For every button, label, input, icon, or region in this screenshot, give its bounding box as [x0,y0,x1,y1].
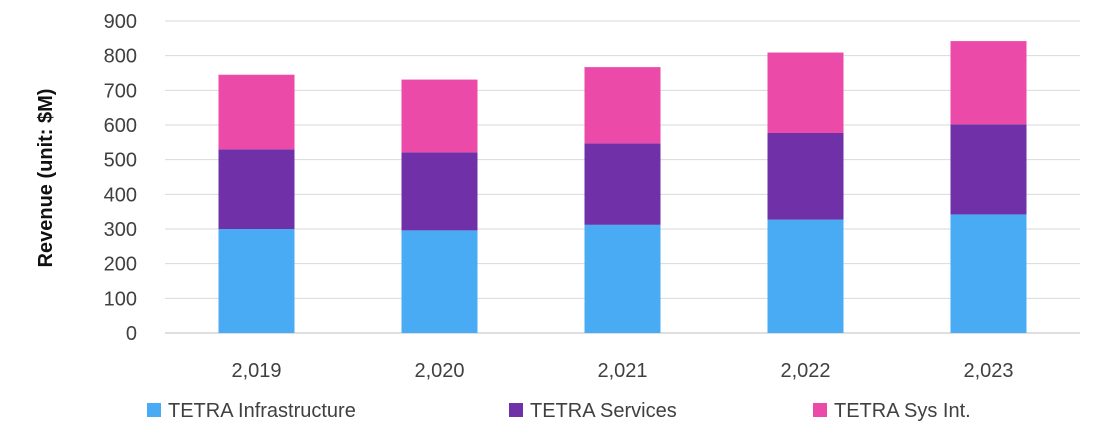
legend-swatch [509,403,523,417]
y-tick-label: 900 [104,11,137,33]
y-tick-label: 100 [104,288,137,310]
y-tick-label: 0 [126,323,137,345]
bar-segment [950,214,1027,333]
bar-segment [767,132,844,220]
bar-segment [401,79,478,153]
bar-segment [218,229,295,333]
legend-item: TETRA Services [509,400,677,422]
bar-segment [584,224,661,333]
bar-segment [218,149,295,229]
bar-segment [401,152,478,231]
bar-segment [584,67,661,144]
bar-segment [767,52,844,133]
bar-segment [218,74,295,150]
legend-item: TETRA Infrastructure [147,400,356,422]
legend-swatch [147,403,161,417]
x-tick-label: 2,020 [414,360,464,382]
y-axis-label: Revenue (unit: $M) [35,89,57,268]
x-tick-label: 2,021 [597,360,647,382]
legend-label: TETRA Services [530,400,677,422]
x-axis-ticks: 2,019 2,020 2,021 2,022 2,023 [231,360,1013,382]
legend-label: TETRA Sys Int. [834,400,971,422]
y-tick-label: 400 [104,184,137,206]
x-tick-label: 2,023 [963,360,1013,382]
legend-label: TETRA Infrastructure [168,400,356,422]
bar-segment [767,219,844,333]
x-tick-label: 2,019 [231,360,281,382]
bar-segment [950,124,1027,215]
bar-segment [584,143,661,225]
y-tick-label: 300 [104,219,137,241]
bars [218,41,1027,333]
bar-segment [950,41,1027,125]
legend: TETRA Infrastructure TETRA Services TETRA … [147,400,971,422]
y-tick-label: 500 [104,150,137,172]
y-axis-ticks: 0 100 200 300 400 500 600 700 800 900 [104,11,137,345]
legend-swatch [813,403,827,417]
y-tick-label: 200 [104,254,137,276]
x-tick-label: 2,022 [780,360,830,382]
bar-segment [401,230,478,333]
y-tick-label: 600 [104,115,137,137]
y-tick-label: 800 [104,46,137,68]
y-tick-label: 700 [104,80,137,102]
legend-item: TETRA Sys Int. [813,400,971,422]
